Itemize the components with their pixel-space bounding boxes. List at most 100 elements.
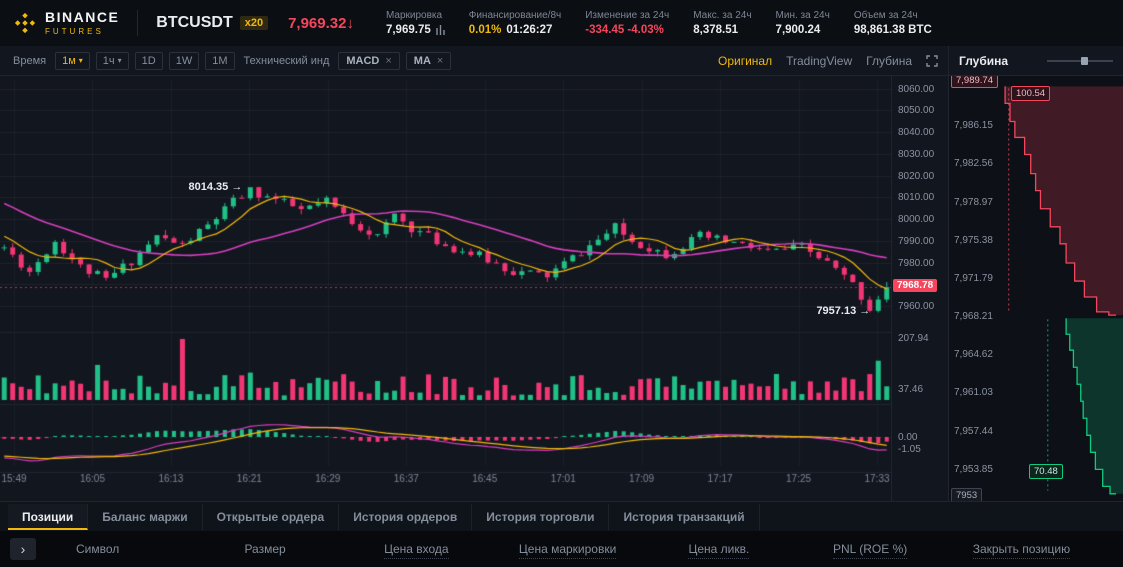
interval-1d-button[interactable]: 1D	[134, 51, 163, 70]
ask-hover-label: 100.54	[1011, 86, 1051, 101]
column-pnl-roe[interactable]: PNL (ROE %)	[795, 542, 946, 559]
chart-toolbar: Время 1м ▾ 1ч ▾ 1D 1W 1M Технический инд M…	[0, 46, 948, 76]
tab-margin-balance[interactable]: Баланс маржи	[88, 503, 203, 530]
volume-current-label: 37.46	[898, 383, 924, 395]
depth-price-tick: 7,986.15	[954, 120, 993, 132]
chevron-down-icon: ▾	[117, 56, 122, 65]
price-tick-label: 8010.00	[898, 192, 935, 204]
last-price: 7,969.32↓	[288, 15, 354, 32]
brand-text: BINANCE FUTURES	[45, 10, 119, 36]
price-axis[interactable]: 8060.00 8050.00 8040.00 8030.00 8020.00 8010.…	[891, 76, 948, 501]
funding-rate: 0.01%	[468, 24, 502, 36]
indicator-tag-macd[interactable]: MACD ×	[338, 51, 400, 70]
tab-trade-history[interactable]: История торговли	[472, 503, 610, 530]
depth-top-price-label: 7,989.74	[951, 76, 998, 88]
depth-price-tick: 7,982.56	[954, 158, 993, 170]
market-stats: Маркировка 7,969.75 Финансирование/8ч 0.…	[386, 10, 932, 36]
stat-high-24h: Макс. за 24ч 8,378.51	[693, 10, 752, 36]
column-liq-price[interactable]: Цена ликв.	[643, 542, 794, 559]
stat-change-24h: Изменение за 24ч -334.45 -4.03%	[585, 10, 670, 36]
remove-ma-icon[interactable]: ×	[436, 54, 444, 67]
slider-handle[interactable]	[1081, 56, 1088, 65]
depth-price-tick: 7,971.79	[954, 272, 993, 284]
tab-open-orders[interactable]: Открытые ордера	[203, 503, 340, 530]
ask-depth-line	[1004, 86, 1117, 316]
price-tick-label: 7980.00	[898, 257, 935, 269]
indicator-tag-ma[interactable]: MA ×	[405, 51, 452, 70]
interval-1mo-button[interactable]: 1M	[205, 51, 235, 70]
price-tick-label: 7990.00	[898, 235, 935, 247]
depth-price-tick: 7,975.38	[954, 234, 993, 246]
price-tick-label: 8040.00	[898, 127, 935, 139]
depth-bottom-price-label: 7953	[951, 488, 983, 501]
bid-depth-area	[1066, 318, 1123, 494]
price-tick-label: 8030.00	[898, 148, 935, 160]
symbol-name[interactable]: BTCUSDT	[156, 14, 233, 31]
price-tick-label: 8020.00	[898, 170, 935, 182]
remove-macd-icon[interactable]: ×	[385, 54, 392, 67]
header-divider	[137, 10, 139, 36]
bid-hover-label: 70.48	[1029, 464, 1063, 479]
fullscreen-icon[interactable]	[926, 54, 938, 67]
stat-low-24h: Мин. за 24ч 7,900.24	[775, 10, 830, 36]
depth-price-tick: 7,961.03	[954, 387, 993, 399]
price-down-arrow-icon: ↓	[346, 14, 354, 32]
time-axis-button[interactable]: Время	[10, 53, 49, 69]
stat-mark-price: Маркировка 7,969.75	[386, 10, 445, 36]
binance-logo[interactable]: BINANCE FUTURES	[14, 10, 119, 36]
binance-logo-icon	[14, 12, 36, 34]
interval-1h-dropdown[interactable]: 1ч ▾	[95, 51, 129, 70]
column-symbol: Символ	[76, 542, 120, 556]
chart-mode-original[interactable]: Оригинал	[718, 53, 773, 68]
candlestick-chart[interactable]: 8014.35 → 7957.13 → 8060.00 8050.00 8040.00…	[0, 76, 948, 501]
mark-price-bars-icon	[436, 25, 445, 35]
price-tick-label: 7960.00	[898, 301, 935, 313]
leverage-badge[interactable]: x20	[239, 16, 269, 30]
chart-mode-switcher: Оригинал TradingView Глубина	[718, 54, 938, 68]
stat-funding: Финансирование/8ч 0.01% 01:26:27	[468, 10, 562, 36]
column-close-position[interactable]: Закрыть позицию	[946, 542, 1097, 559]
table-columns: Символ Размер Цена входа Цена маркировки…	[36, 542, 1123, 559]
chart-mode-tradingview[interactable]: TradingView	[786, 53, 853, 68]
depth-title: Глубина	[959, 53, 1009, 68]
column-entry-price[interactable]: Цена входа	[341, 542, 492, 559]
price-tick-label: 8060.00	[898, 83, 935, 95]
depth-chart-svg	[1004, 86, 1123, 495]
column-mark-price[interactable]: Цена маркировки	[492, 542, 643, 559]
chart-module: Время 1м ▾ 1ч ▾ 1D 1W 1M Технический инд M…	[0, 46, 948, 501]
tab-order-history[interactable]: История ордеров	[339, 503, 473, 530]
tab-positions[interactable]: Позиции	[8, 503, 89, 530]
macd-zero-label: 0.00	[898, 432, 918, 443]
brand-sub: FUTURES	[45, 27, 104, 36]
bid-depth-line	[1065, 318, 1117, 495]
current-price-badge: 7968.78	[893, 279, 938, 293]
symbol-block: BTCUSDT x20	[156, 14, 269, 32]
interval-1m-dropdown[interactable]: 1м ▾	[55, 51, 90, 70]
volume-max-label: 207.94	[898, 333, 929, 344]
bottom-tabs: Позиции Баланс маржи Открытые ордера Ист…	[0, 501, 1123, 531]
tab-transaction-history[interactable]: История транзакций	[609, 503, 760, 530]
depth-zoom-slider[interactable]	[1047, 54, 1113, 68]
expand-row-button[interactable]: ›	[10, 538, 36, 560]
depth-chart[interactable]: 7,986.15 7,982.56 7,978.97 7,975.38 7,971.79…	[949, 76, 1123, 501]
price-tick-label: 8000.00	[898, 214, 935, 226]
stat-volume-24h: Объем за 24ч 98,861.38 BTC	[853, 10, 932, 36]
column-size: Размер	[244, 542, 286, 556]
slider-track	[1047, 59, 1113, 62]
depth-price-tick: 7,957.44	[954, 425, 993, 437]
chart-mode-depth[interactable]: Глубина	[866, 53, 912, 68]
depth-price-tick: 7,968.21	[954, 311, 993, 323]
last-price-value: 7,969.32	[288, 14, 347, 32]
price-tick-label: 8050.00	[898, 105, 935, 117]
depth-price-tick: 7,953.85	[954, 463, 993, 475]
depth-header: Глубина	[949, 46, 1123, 76]
depth-price-tick: 7,978.97	[954, 196, 993, 208]
ask-depth-area	[1005, 86, 1123, 316]
candlestick-chart-canvas[interactable]	[0, 76, 891, 501]
interval-1w-button[interactable]: 1W	[168, 51, 200, 70]
top-header: BINANCE FUTURES BTCUSDT x20 7,969.32↓ Ма…	[0, 0, 1123, 46]
technical-indicator-button[interactable]: Технический инд	[241, 53, 333, 69]
positions-table-header: › Символ Размер Цена входа Цена маркиров…	[0, 531, 1123, 567]
depth-price-tick: 7,964.62	[954, 349, 993, 361]
